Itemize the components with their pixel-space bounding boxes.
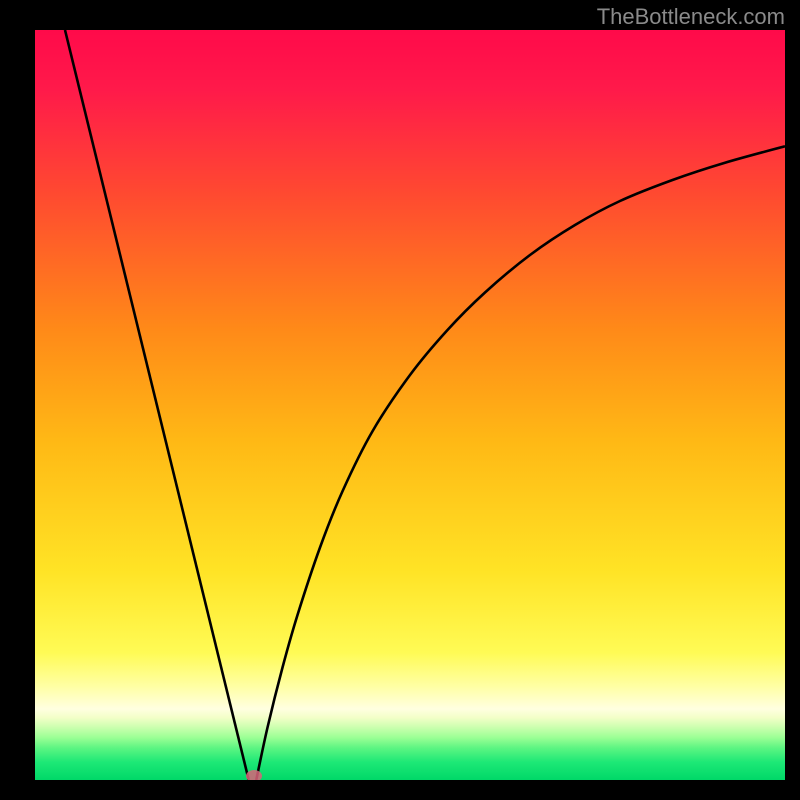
chart-stage: { "canvas": { "width": 800, "height": 80… <box>0 0 800 800</box>
chart-frame <box>35 30 785 780</box>
curve-left <box>65 30 249 780</box>
watermark-text: TheBottleneck.com <box>597 4 785 30</box>
plot-area <box>35 30 785 780</box>
min-marker <box>246 770 262 781</box>
curve-layer <box>35 30 785 780</box>
curve-right <box>256 146 785 780</box>
